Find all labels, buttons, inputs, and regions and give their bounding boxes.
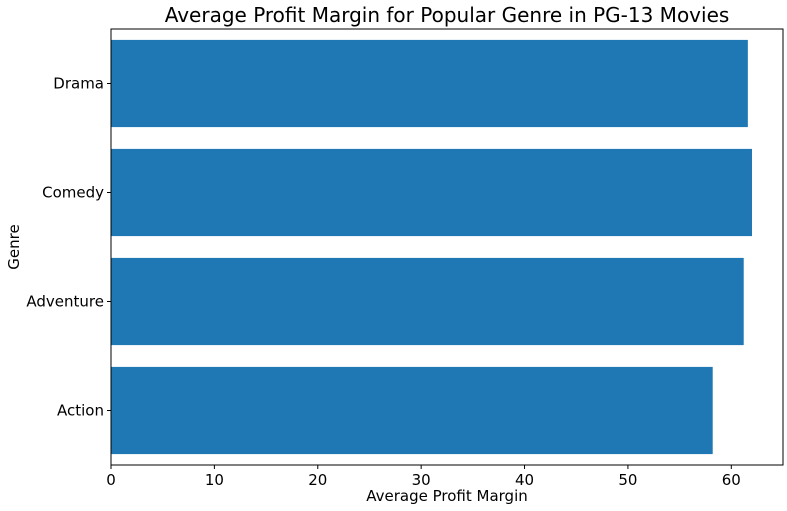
bar-comedy [111, 148, 752, 237]
bar-action [111, 366, 713, 455]
y-axis-ticks: Action Adventure Comedy Drama [26, 75, 111, 420]
plot-frame [110, 28, 784, 466]
y-tick-label: Drama [53, 75, 104, 93]
x-tick-label: 0 [106, 471, 116, 489]
y-axis-label: Genre [5, 224, 23, 269]
x-tick-label: 50 [618, 471, 637, 489]
x-tick-label: 60 [722, 471, 741, 489]
x-tick-label: 10 [205, 471, 224, 489]
bar-adventure [111, 257, 744, 346]
y-tick-label: Comedy [42, 184, 104, 202]
x-tick-label: 30 [412, 471, 431, 489]
x-axis-label: Average Profit Margin [366, 487, 528, 505]
bar-drama [111, 39, 748, 128]
y-tick-label: Adventure [26, 293, 104, 311]
bars [111, 39, 752, 455]
chart-title: Average Profit Margin for Popular Genre … [165, 3, 730, 27]
x-tick-label: 40 [515, 471, 534, 489]
x-axis-ticks: 0 10 20 30 40 50 60 [106, 465, 741, 489]
y-tick-label: Action [57, 402, 104, 420]
x-tick-label: 20 [308, 471, 327, 489]
